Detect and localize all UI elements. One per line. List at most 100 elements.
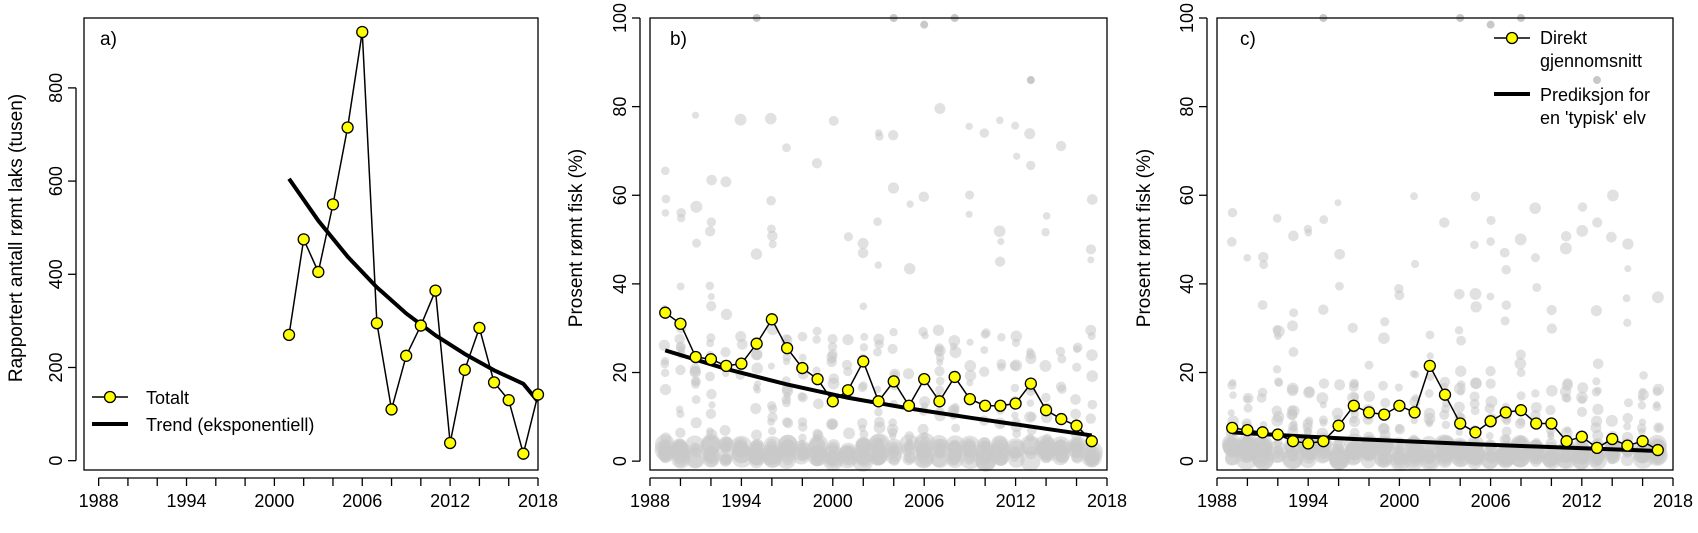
river-point bbox=[1378, 380, 1388, 391]
river-point bbox=[749, 439, 763, 453]
river-point bbox=[1637, 401, 1647, 410]
data-point bbox=[1347, 399, 1360, 412]
river-point bbox=[1379, 429, 1391, 441]
river-point bbox=[1469, 398, 1480, 409]
data-point bbox=[659, 306, 672, 319]
river-point bbox=[690, 376, 701, 387]
river-point bbox=[1071, 442, 1082, 454]
river-point bbox=[705, 408, 717, 420]
river-point bbox=[1041, 392, 1051, 403]
data-point bbox=[765, 313, 779, 326]
river-point bbox=[1288, 230, 1299, 242]
river-point bbox=[919, 396, 931, 408]
river-point bbox=[1287, 320, 1299, 332]
river-point bbox=[661, 194, 671, 204]
river-point bbox=[1576, 391, 1588, 404]
data-point bbox=[918, 373, 931, 386]
legend-c-label-direkt-2: gjennomsnitt bbox=[1540, 51, 1642, 71]
x-tick-label: 2018 bbox=[1087, 491, 1127, 511]
data-point bbox=[796, 361, 809, 375]
river-point bbox=[1484, 403, 1495, 414]
river-point bbox=[997, 237, 1005, 246]
x-axis-b: 1988 1994 2000 2006 2012 2018 bbox=[630, 477, 1127, 511]
river-point bbox=[813, 398, 824, 410]
river-point bbox=[913, 435, 933, 455]
river-point bbox=[1087, 399, 1098, 410]
river-point bbox=[1516, 391, 1526, 401]
river-point bbox=[905, 439, 914, 447]
river-point bbox=[857, 247, 869, 259]
river-point bbox=[1410, 259, 1420, 269]
river-point bbox=[1455, 428, 1463, 436]
river-point bbox=[859, 343, 869, 352]
y-axis-b: 0 20 40 60 80 100 bbox=[610, 3, 641, 466]
river-point bbox=[1086, 370, 1099, 383]
river-point bbox=[1319, 215, 1329, 224]
data-point bbox=[1438, 388, 1452, 401]
river-point bbox=[1409, 192, 1418, 201]
x-tick-label: 1988 bbox=[630, 491, 670, 511]
x-tick-label: 2012 bbox=[1562, 491, 1602, 511]
river-point bbox=[1514, 233, 1527, 246]
river-point bbox=[932, 443, 947, 457]
data-point bbox=[704, 353, 718, 366]
data-point bbox=[1499, 406, 1512, 419]
river-point bbox=[1559, 242, 1572, 255]
river-point bbox=[720, 176, 732, 188]
data-point bbox=[473, 321, 486, 335]
river-point bbox=[1410, 416, 1418, 425]
river-point bbox=[750, 248, 763, 260]
river-point bbox=[1394, 423, 1404, 433]
river-point bbox=[1654, 424, 1663, 432]
river-point bbox=[951, 423, 961, 433]
x-tick-label: 2000 bbox=[813, 491, 853, 511]
y-tick-label: 800 bbox=[46, 73, 66, 103]
y-tick-label: 200 bbox=[46, 352, 66, 382]
river-point bbox=[1485, 365, 1496, 377]
river-point bbox=[1516, 417, 1526, 426]
river-point bbox=[1544, 451, 1558, 465]
river-point bbox=[1025, 352, 1037, 365]
scatter-layer-b bbox=[654, 14, 1103, 472]
river-point bbox=[1470, 377, 1482, 390]
river-point bbox=[1013, 152, 1021, 160]
river-point bbox=[1592, 358, 1604, 370]
river-point bbox=[1423, 407, 1436, 420]
river-point bbox=[828, 115, 839, 126]
river-point bbox=[1425, 420, 1434, 428]
y-tick-label: 80 bbox=[610, 97, 630, 117]
river-point bbox=[736, 338, 748, 350]
river-point bbox=[1607, 189, 1619, 202]
legend-a-marker-totalt bbox=[103, 390, 117, 404]
river-point bbox=[690, 417, 702, 429]
x-tick-label: 2012 bbox=[996, 491, 1036, 511]
river-point bbox=[1546, 304, 1557, 316]
data-point bbox=[933, 395, 946, 408]
river-point bbox=[1055, 450, 1069, 464]
x-tick-label: 1994 bbox=[166, 491, 206, 511]
river-point bbox=[1560, 451, 1572, 463]
river-point bbox=[782, 417, 792, 427]
data-point bbox=[735, 357, 748, 370]
river-point bbox=[811, 158, 823, 169]
river-point bbox=[720, 346, 731, 358]
river-point bbox=[1501, 426, 1512, 437]
river-point bbox=[1054, 439, 1067, 451]
river-point bbox=[797, 417, 808, 427]
river-point bbox=[1545, 405, 1556, 416]
river-point bbox=[676, 409, 685, 419]
river-point bbox=[842, 334, 854, 346]
river-point bbox=[706, 301, 717, 312]
river-point bbox=[1086, 349, 1098, 361]
river-point bbox=[750, 403, 762, 415]
river-point bbox=[766, 195, 776, 206]
data-point bbox=[1560, 435, 1573, 448]
river-point bbox=[1226, 237, 1237, 247]
x-tick-label: 2000 bbox=[1379, 491, 1419, 511]
river-point bbox=[658, 339, 670, 351]
river-point bbox=[936, 358, 944, 366]
river-point bbox=[1470, 301, 1482, 313]
river-point bbox=[798, 439, 806, 447]
river-point bbox=[705, 371, 715, 382]
river-point bbox=[1652, 402, 1662, 412]
